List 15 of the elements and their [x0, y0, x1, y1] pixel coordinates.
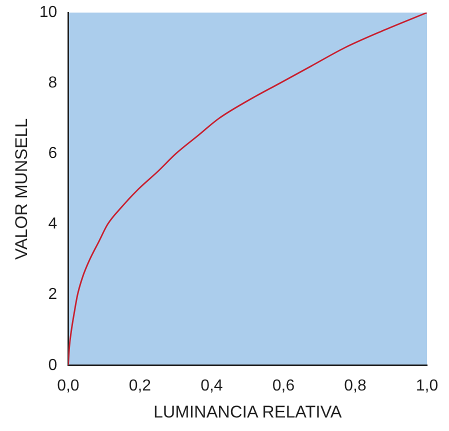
y-tick-label: 10 [39, 4, 58, 22]
x-tick-label: 1,0 [416, 377, 438, 394]
y-tick-label: 2 [48, 286, 58, 304]
y-tick-label: 4 [48, 216, 58, 233]
y-tick-label: 0 [48, 356, 58, 374]
y-axis-title: VALOR MUNSELL [12, 118, 31, 260]
x-tick-label: 0,8 [344, 377, 366, 394]
x-tick-label: 0,4 [200, 377, 223, 394]
x-axis-title: LUMINANCIA RELATIVA [153, 402, 342, 422]
y-tick-label: 8 [48, 74, 58, 92]
x-tick-label: 0,2 [128, 377, 152, 394]
x-tick-label: 0,6 [272, 377, 295, 394]
x-tick-label: 0,0 [57, 377, 80, 394]
line-series [68, 12, 427, 366]
y-tick-label: 6 [48, 145, 58, 162]
